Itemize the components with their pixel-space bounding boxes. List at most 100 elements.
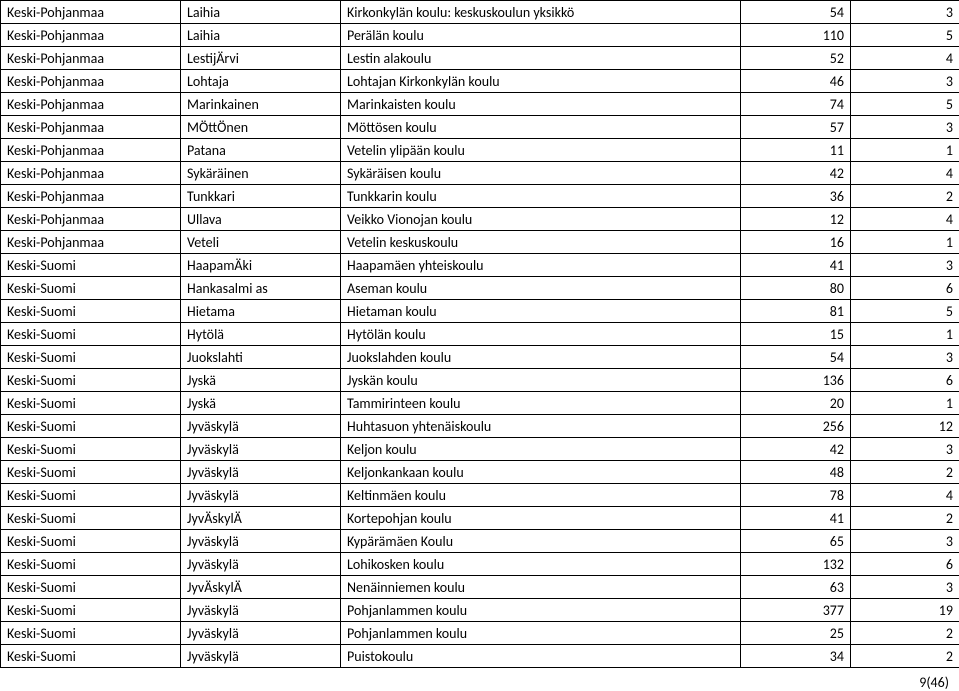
table-cell: 11: [741, 139, 851, 162]
table-cell: Keski-Suomi: [1, 507, 181, 530]
table-cell: 15: [741, 323, 851, 346]
table-cell: 3: [851, 116, 959, 139]
table-cell: Sykäräisen koulu: [341, 162, 741, 185]
table-cell: HaapamÄki: [181, 254, 341, 277]
table-cell: Kortepohjan koulu: [341, 507, 741, 530]
table-cell: Haapamäen yhteiskoulu: [341, 254, 741, 277]
table-cell: Lohikosken koulu: [341, 553, 741, 576]
page-footer: 9(46): [0, 668, 959, 691]
table-cell: Ullava: [181, 208, 341, 231]
table-cell: 3: [851, 530, 959, 553]
table-cell: Aseman koulu: [341, 277, 741, 300]
table-cell: Keski-Suomi: [1, 461, 181, 484]
table-cell: 2: [851, 185, 959, 208]
table-cell: Pohjanlammen koulu: [341, 622, 741, 645]
table-cell: LestijÄrvi: [181, 47, 341, 70]
table-cell: 6: [851, 553, 959, 576]
table-cell: 136: [741, 369, 851, 392]
table-cell: Hankasalmi as: [181, 277, 341, 300]
table-cell: 3: [851, 254, 959, 277]
table-cell: 41: [741, 254, 851, 277]
table-cell: Keljon koulu: [341, 438, 741, 461]
table-cell: Jyväskylä: [181, 461, 341, 484]
table-cell: Lestin alakoulu: [341, 47, 741, 70]
table-cell: Keski-Suomi: [1, 300, 181, 323]
table-cell: JyvÄskylÄ: [181, 507, 341, 530]
table-cell: 46: [741, 70, 851, 93]
table-cell: Möttösen koulu: [341, 116, 741, 139]
table-cell: Hytölän koulu: [341, 323, 741, 346]
table-cell: 42: [741, 162, 851, 185]
table-cell: Keski-Suomi: [1, 484, 181, 507]
table-cell: Keski-Pohjanmaa: [1, 231, 181, 254]
table-row: Keski-PohjanmaaVeteliVetelin keskuskoulu…: [1, 231, 959, 254]
table-cell: 81: [741, 300, 851, 323]
table-cell: 48: [741, 461, 851, 484]
table-cell: Keski-Suomi: [1, 599, 181, 622]
table-cell: 132: [741, 553, 851, 576]
table-row: Keski-SuomiJuokslahtiJuokslahden koulu54…: [1, 346, 959, 369]
table-row: Keski-SuomiJyskäJyskän koulu1366: [1, 369, 959, 392]
table-cell: 5: [851, 93, 959, 116]
table-cell: MÖttÖnen: [181, 116, 341, 139]
table-cell: 74: [741, 93, 851, 116]
table-cell: 1: [851, 392, 959, 415]
table-cell: 54: [741, 346, 851, 369]
table-row: Keski-SuomiJyvÄskylÄNenäinniemen koulu63…: [1, 576, 959, 599]
table-cell: Keski-Suomi: [1, 369, 181, 392]
table-cell: Jyväskylä: [181, 484, 341, 507]
table-cell: Keski-Pohjanmaa: [1, 1, 181, 24]
table-row: Keski-SuomiJyväskyläPohjanlammen koulu25…: [1, 622, 959, 645]
table-cell: Jyskä: [181, 369, 341, 392]
table-cell: Jyväskylä: [181, 530, 341, 553]
table-cell: Keski-Pohjanmaa: [1, 47, 181, 70]
table-cell: 63: [741, 576, 851, 599]
table-cell: Vetelin ylipään koulu: [341, 139, 741, 162]
table-cell: 6: [851, 277, 959, 300]
table-cell: Kirkonkylän koulu: keskuskoulun yksikkö: [341, 1, 741, 24]
table-cell: 20: [741, 392, 851, 415]
table-cell: Marinkaisten koulu: [341, 93, 741, 116]
table-cell: Huhtasuon yhtenäiskoulu: [341, 415, 741, 438]
table-cell: 19: [851, 599, 959, 622]
table-row: Keski-PohjanmaaMÖttÖnenMöttösen koulu573: [1, 116, 959, 139]
table-cell: Keski-Suomi: [1, 622, 181, 645]
table-cell: Keski-Suomi: [1, 323, 181, 346]
table-cell: Perälän koulu: [341, 24, 741, 47]
table-cell: Lohtaja: [181, 70, 341, 93]
table-row: Keski-SuomiJyväskyläKeltinmäen koulu784: [1, 484, 959, 507]
table-cell: 16: [741, 231, 851, 254]
table-cell: Tammirinteen koulu: [341, 392, 741, 415]
table-row: Keski-PohjanmaaLaihiaPerälän koulu1105: [1, 24, 959, 47]
table-cell: 4: [851, 47, 959, 70]
table-cell: Puistokoulu: [341, 645, 741, 668]
table-cell: 2: [851, 507, 959, 530]
table-row: Keski-SuomiHietamaHietaman koulu815: [1, 300, 959, 323]
table-cell: Keski-Suomi: [1, 576, 181, 599]
table-cell: Jyväskylä: [181, 599, 341, 622]
table-cell: Pohjanlammen koulu: [341, 599, 741, 622]
table-row: Keski-PohjanmaaLestijÄrviLestin alakoulu…: [1, 47, 959, 70]
table-cell: 65: [741, 530, 851, 553]
table-cell: 80: [741, 277, 851, 300]
table-cell: Kypärämäen Koulu: [341, 530, 741, 553]
table-cell: Keljonkankaan koulu: [341, 461, 741, 484]
table-cell: 110: [741, 24, 851, 47]
table-cell: 5: [851, 24, 959, 47]
table-cell: Keski-Suomi: [1, 530, 181, 553]
table-cell: 256: [741, 415, 851, 438]
table-cell: Veikko Vionojan koulu: [341, 208, 741, 231]
page-container: Keski-PohjanmaaLaihiaKirkonkylän koulu: …: [0, 0, 959, 691]
table-row: Keski-SuomiJyväskyläKeljonkankaan koulu4…: [1, 461, 959, 484]
table-cell: Laihia: [181, 1, 341, 24]
table-cell: Keski-Pohjanmaa: [1, 116, 181, 139]
table-row: Keski-PohjanmaaSykäräinenSykäräisen koul…: [1, 162, 959, 185]
table-cell: 36: [741, 185, 851, 208]
table-row: Keski-SuomiHytöläHytölän koulu151: [1, 323, 959, 346]
table-row: Keski-SuomiJyväskyläHuhtasuon yhtenäisko…: [1, 415, 959, 438]
table-cell: 1: [851, 231, 959, 254]
table-cell: 6: [851, 369, 959, 392]
table-cell: Lohtajan Kirkonkylän koulu: [341, 70, 741, 93]
table-cell: Keski-Suomi: [1, 277, 181, 300]
table-row: Keski-SuomiJyväskyläPuistokoulu342: [1, 645, 959, 668]
